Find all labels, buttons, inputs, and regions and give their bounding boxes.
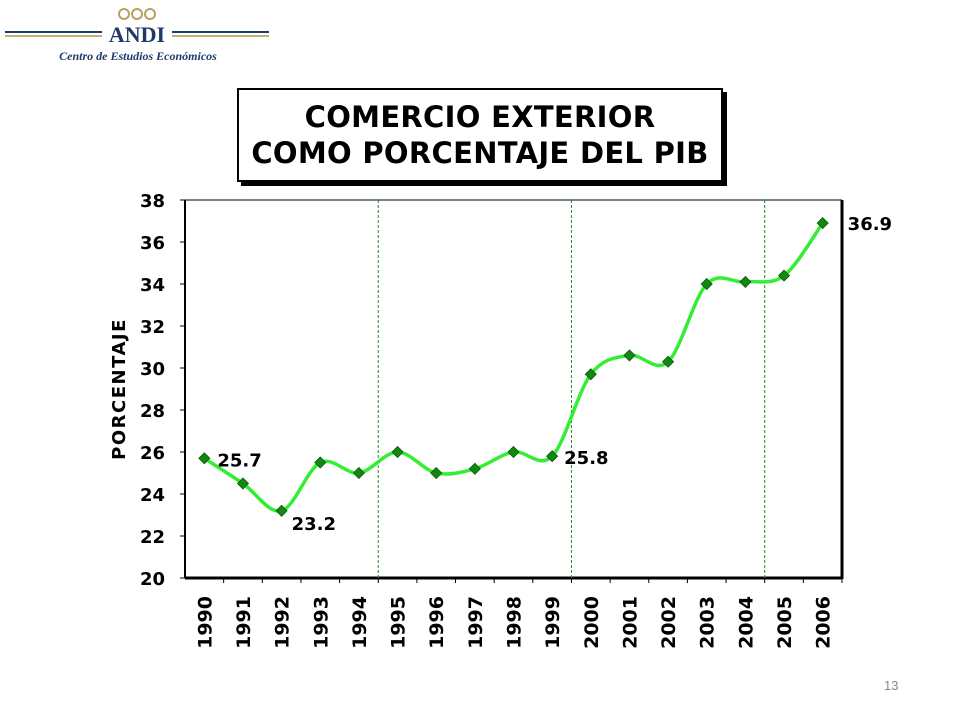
x-tick-label: 2005 [774, 596, 796, 649]
y-tick-label: 32 [140, 317, 165, 338]
x-tick-label: 2001 [619, 596, 641, 649]
data-point-marker [739, 275, 752, 288]
y-tick-label: 38 [140, 191, 165, 212]
x-tick-label: 2002 [658, 596, 680, 649]
y-tick-label: 34 [140, 275, 165, 296]
data-point-marker [777, 269, 791, 282]
data-point-marker [584, 368, 597, 381]
x-tick-label: 1995 [388, 596, 410, 649]
y-tick-label: 20 [140, 569, 165, 590]
data-label: 36.9 [848, 214, 892, 235]
x-tick-label: 1991 [233, 596, 255, 649]
x-tick-label: 1993 [310, 596, 332, 649]
data-point-marker [468, 462, 481, 475]
x-tick-label: 1992 [272, 596, 294, 649]
y-tick-label: 28 [140, 401, 165, 422]
data-point-marker [198, 452, 211, 465]
data-label: 23.2 [292, 514, 336, 535]
y-tick-label: 26 [140, 443, 165, 464]
y-tick-label: 30 [140, 359, 165, 380]
x-tick-label: 1999 [542, 596, 564, 649]
y-tick-label: 24 [140, 485, 165, 506]
logo-subtitle: Centro de Estudios Económicos [59, 49, 217, 63]
logo-emblem [118, 8, 156, 20]
data-label: 25.7 [217, 450, 261, 471]
data-point-marker [275, 504, 288, 517]
chart-title-line-1: COMERCIO EXTERIOR [304, 100, 656, 134]
plot-area [185, 200, 842, 578]
data-point-marker [662, 355, 675, 368]
chart-title-box: COMERCIO EXTERIOR COMO PORCENTAJE DEL PI… [237, 88, 723, 182]
x-tick-label: 2006 [813, 596, 835, 649]
logo-rule-left-gold [5, 35, 102, 37]
page-number: 13 [884, 678, 899, 693]
andi-logo: ANDI Centro de Estudios Económicos [5, 8, 269, 63]
logo-brand: ANDI [109, 22, 165, 47]
x-tick-label: 2004 [735, 596, 757, 649]
data-point-marker [623, 349, 636, 362]
data-point-marker [700, 277, 713, 291]
x-tick-label: 2000 [581, 596, 603, 649]
data-point-marker [236, 477, 250, 490]
logo-rule-left-top [5, 31, 102, 33]
data-point-marker [507, 445, 520, 459]
x-tick-label: 2003 [697, 596, 719, 649]
x-tick-label: 1998 [504, 596, 526, 649]
logo-rule-right-top [172, 31, 269, 33]
data-label: 25.8 [564, 448, 608, 469]
data-point-marker [430, 466, 443, 480]
chart-title-line-2: COMO PORCENTAJE DEL PIB [251, 136, 709, 170]
y-axis-title: PORCENTAJE [109, 318, 130, 460]
y-tick-label: 22 [140, 527, 165, 548]
data-point-marker [314, 456, 327, 469]
data-point-marker [816, 217, 829, 230]
y-tick-label: 36 [140, 233, 165, 254]
logo-rule-right-gold [172, 35, 269, 37]
data-point-marker [391, 445, 404, 459]
x-tick-label: 1990 [194, 596, 216, 649]
data-point-marker [352, 466, 365, 480]
x-tick-label: 1996 [426, 596, 448, 649]
x-tick-label: 1994 [349, 596, 371, 649]
x-tick-label: 1997 [465, 596, 487, 649]
data-point-marker [546, 450, 559, 463]
